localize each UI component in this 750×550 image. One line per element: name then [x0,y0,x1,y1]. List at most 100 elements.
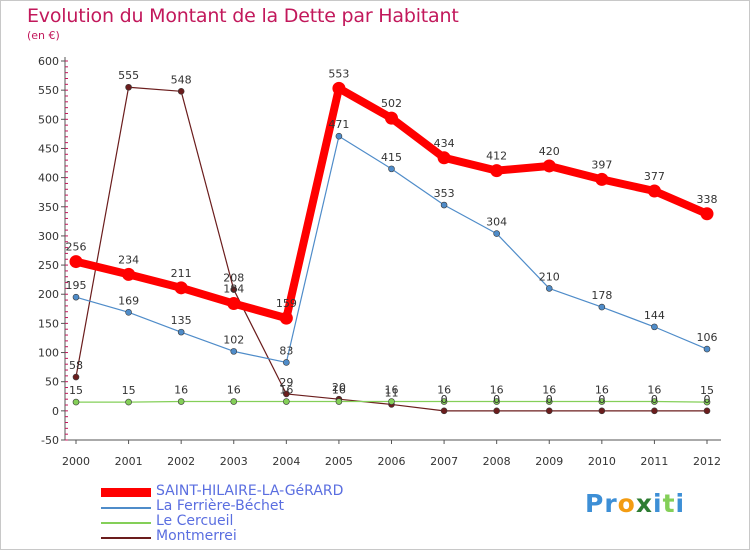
data-label: 210 [539,270,560,283]
logo-letter: x [635,489,653,518]
y-tick-label: 500 [38,113,59,126]
data-point [69,255,83,269]
data-label: 16 [385,384,399,397]
data-point [125,83,132,91]
data-label: 555 [118,69,139,82]
data-label: 169 [118,294,139,307]
data-point [177,328,185,336]
data-label: 234 [118,253,139,266]
x-tick-label: 2001 [115,455,143,468]
logo-letter: t [662,489,676,518]
data-point [230,398,238,405]
x-tick-label: 2004 [272,455,300,468]
data-point [440,201,448,209]
data-point [493,230,500,237]
data-point [440,398,448,405]
data-label: 553 [328,67,349,80]
data-label: 412 [486,150,507,163]
data-point [335,132,343,140]
data-point [279,311,293,325]
data-point [174,281,188,295]
chart-axes: -500501001502002503003504004505005506002… [38,55,721,468]
y-tick-label: -50 [41,434,59,447]
y-tick-label: 150 [38,317,59,330]
data-point [332,81,346,95]
data-label: 502 [381,97,402,110]
data-label: 0 [651,393,658,406]
data-point [437,151,451,165]
data-label: 0 [598,393,605,406]
data-point [122,267,136,281]
x-tick-label: 2007 [430,455,458,468]
data-point [72,398,80,406]
data-point [125,309,132,316]
data-label: 159 [276,297,297,310]
series-line [75,86,708,412]
data-label: 15 [69,384,83,397]
data-label: 304 [486,216,507,229]
data-point [283,359,290,366]
data-point [125,398,132,406]
data-point [545,398,553,405]
data-point [72,293,80,301]
data-point [283,390,290,398]
data-point [595,172,609,186]
legend-label: SAINT-HILAIRE-LA-GéRARD [156,483,344,499]
legend-label: La Ferrière-Béchet [156,498,285,514]
x-tick-label: 2009 [535,455,563,468]
data-point [177,398,185,405]
data-label: 144 [644,309,665,322]
data-label: 20 [332,381,346,394]
legend-label: Montmerrei [156,528,237,544]
data-point [545,285,553,292]
data-point [542,159,556,173]
data-label: 178 [591,289,612,302]
data-point [490,164,504,178]
data-label: 16 [279,384,293,397]
logo-letter: Pr [585,489,618,518]
y-tick-label: 550 [38,84,59,97]
data-point [177,88,185,95]
data-point [385,111,398,125]
proxiti-logo: Proxiti [585,489,685,518]
x-tick-label: 2012 [693,455,721,468]
x-tick-label: 2000 [62,455,90,468]
y-tick-label: 350 [38,201,59,214]
legend-label: Le Cercueil [156,513,234,529]
x-tick-label: 2002 [167,455,195,468]
data-label: 548 [171,73,192,86]
data-label: 434 [434,137,455,150]
data-label: 211 [171,267,192,280]
y-tick-label: 200 [38,288,59,301]
data-point [493,398,500,405]
data-label: 16 [595,384,609,397]
data-label: 184 [223,283,244,296]
data-label: 15 [122,384,136,397]
data-point [703,407,711,415]
x-tick-label: 2010 [588,455,616,468]
logo-letter: i [652,489,663,518]
data-point [651,398,658,405]
data-label: 83 [279,344,293,357]
x-tick-label: 2008 [483,455,511,468]
data-point [388,398,395,405]
y-tick-label: 0 [52,405,59,418]
data-label: 256 [66,241,87,254]
data-label: 397 [591,158,612,171]
legend-swatch [101,488,151,497]
legend-swatch [101,522,151,524]
data-label: 58 [69,359,83,372]
data-label: 377 [644,170,665,183]
data-point [388,165,395,173]
y-tick-label: 300 [38,230,59,243]
data-label: 16 [437,384,451,397]
data-label: 16 [332,384,346,397]
data-label: 16 [647,384,661,397]
data-label: 0 [704,393,711,406]
data-point [703,345,711,353]
data-point [72,373,80,381]
logo-letter: i [675,489,686,518]
x-tick-label: 2003 [220,455,248,468]
data-point [283,398,290,405]
